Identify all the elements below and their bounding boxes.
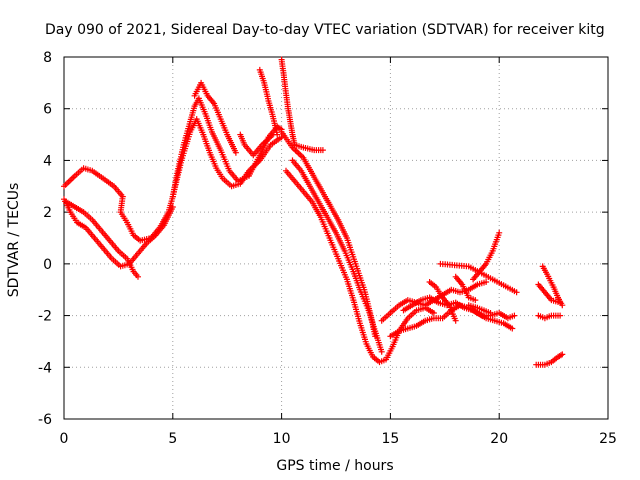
series-arc-20: [437, 260, 520, 296]
data-point-marker: [557, 352, 564, 359]
series-arc-2: [61, 196, 176, 270]
y-tick-label: -2: [38, 309, 52, 325]
series-arc-10: [291, 141, 326, 154]
data-point-marker: [513, 289, 520, 296]
series-arc-7: [256, 66, 281, 138]
series-arc-17: [452, 273, 479, 304]
y-tick-label: -6: [38, 412, 52, 428]
data-point-marker: [452, 317, 459, 324]
y-tick-label: 6: [43, 102, 52, 118]
series-arc-22: [539, 263, 566, 309]
data-point-marker: [559, 351, 566, 358]
data-point-marker: [232, 149, 239, 156]
data-point-marker: [430, 310, 437, 316]
series-arc-5: [191, 79, 239, 156]
y-axis-ticks: -6 -4 -2 0 2 4 6 8: [38, 50, 608, 428]
series-arc-19: [465, 302, 494, 316]
x-tick-label: 25: [599, 431, 617, 447]
series-arc-3: [63, 198, 141, 280]
y-tick-label: 2: [43, 205, 52, 221]
data-point-marker: [487, 310, 494, 316]
y-tick-label: 8: [43, 50, 52, 66]
series-arc-24: [533, 351, 566, 368]
series-arc-12: [283, 167, 437, 366]
y-tick-label: -4: [38, 360, 52, 376]
series-arc-6: [237, 131, 276, 159]
series-arc-21: [535, 281, 564, 306]
data-point-marker: [511, 312, 518, 319]
data-point-marker: [557, 312, 564, 319]
series-arc-11: [289, 157, 385, 355]
x-axis-label: GPS time / hours: [276, 458, 393, 474]
x-tick-label: 5: [168, 431, 177, 447]
x-tick-label: 20: [490, 431, 508, 447]
x-tick-label: 10: [273, 431, 291, 447]
y-axis-label: SDTVAR / TECUs: [6, 183, 22, 298]
y-tick-label: 0: [43, 257, 52, 273]
series-arc-15: [400, 294, 518, 322]
y-tick-label: 4: [43, 153, 52, 169]
data-point-marker: [274, 131, 281, 138]
data-point-marker: [472, 297, 479, 304]
x-tick-label: 0: [60, 431, 69, 447]
data-point-marker: [319, 147, 326, 154]
data-point-marker: [135, 273, 141, 280]
data-points: [61, 56, 566, 368]
plot-frame: [63, 56, 609, 420]
x-tick-label: 15: [381, 431, 399, 447]
data-point-marker: [483, 279, 490, 285]
series-arc-4: [169, 116, 285, 200]
chart-title: Day 090 of 2021, Sidereal Day-to-day VTE…: [45, 22, 605, 38]
series-arc-16: [426, 279, 459, 324]
grid-lines: [64, 57, 608, 419]
data-point-marker: [496, 229, 503, 236]
series-arc-23: [535, 312, 564, 322]
data-point-marker: [509, 325, 516, 332]
series-arc-8: [278, 56, 298, 148]
data-point-marker: [559, 302, 566, 309]
data-point-marker: [378, 348, 385, 355]
data-point-marker: [169, 204, 176, 210]
series-arc-18: [470, 229, 503, 283]
